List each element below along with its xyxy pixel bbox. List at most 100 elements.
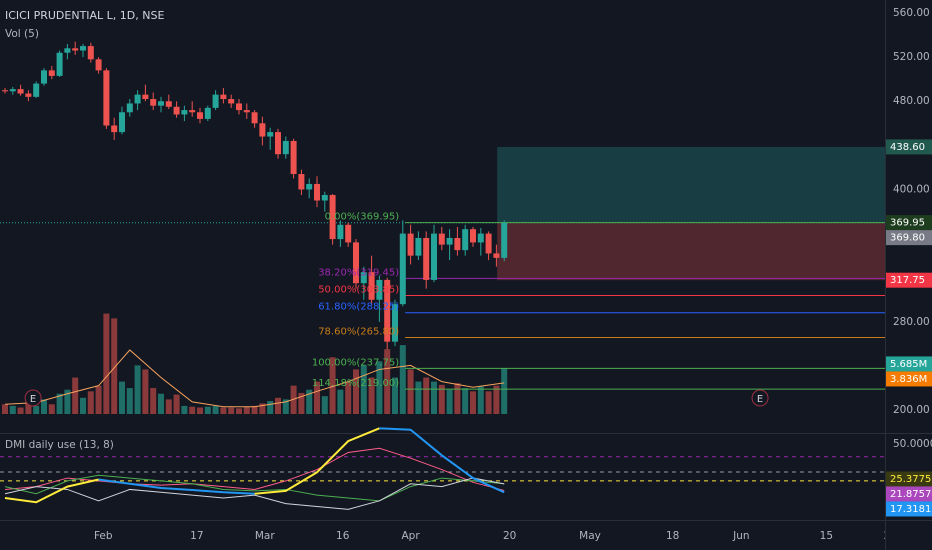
- candle-body: [134, 94, 141, 104]
- candle-body: [1, 90, 8, 92]
- volume-bar: [352, 369, 359, 414]
- candle-body: [235, 103, 242, 111]
- dmi-line: [4, 477, 505, 510]
- volume-bar: [56, 393, 63, 414]
- volume-bar: [290, 385, 297, 414]
- candle-body: [477, 233, 484, 243]
- volume-bar: [259, 403, 266, 414]
- volume-bar: [64, 389, 71, 414]
- volume-bar: [438, 384, 445, 414]
- indicator-title: DMI daily use (13, 8): [5, 439, 114, 451]
- candle-body: [438, 233, 445, 245]
- volume-bar: [150, 388, 157, 414]
- volume-bar: [391, 377, 398, 414]
- volume-bar: [274, 397, 281, 414]
- candle-body: [181, 110, 188, 115]
- volume-bar: [142, 369, 149, 414]
- volume-bar: [407, 369, 414, 414]
- candle-body: [243, 110, 250, 113]
- candle-body: [189, 110, 196, 113]
- axis-value-label: 17.3181: [890, 504, 931, 515]
- volume-bar: [220, 407, 227, 414]
- axis-value-label: 438.60: [890, 142, 925, 153]
- candle-body: [290, 140, 297, 175]
- candle-body: [446, 238, 453, 245]
- volume-bar: [196, 407, 203, 414]
- axis-value-label: 317.75: [890, 275, 925, 286]
- dmi-tick-label: 50.0000: [893, 438, 932, 450]
- candle-body: [306, 183, 313, 190]
- x-tick-label: Jun: [732, 530, 749, 542]
- axis-value-label: 3.836M: [890, 374, 927, 385]
- fib-label: 50.00%(303.85): [318, 285, 399, 296]
- volume-bar: [181, 405, 188, 414]
- x-tick-label: 20: [503, 530, 516, 542]
- axis-value-label: 369.80: [890, 233, 925, 244]
- volume-bar: [9, 405, 16, 414]
- x-tick-label: 16: [336, 530, 350, 542]
- volume-bar: [111, 318, 118, 414]
- earnings-label: E: [30, 394, 36, 405]
- volume-bar: [212, 405, 219, 414]
- earnings-marker: [24, 389, 42, 407]
- axes: Feb 17 Mar 16 Apr 20 May 18 Jun 15 22 560.00 520.00 4…: [94, 7, 932, 542]
- volume-bar: [251, 405, 258, 414]
- volume-bar: [399, 345, 406, 414]
- candle-body: [337, 224, 344, 240]
- volume-bar: [173, 394, 180, 414]
- x-tick-label: 15: [820, 530, 833, 542]
- candle-body: [259, 123, 266, 137]
- volume-bar: [454, 383, 461, 414]
- y-tick-label: 520.00: [893, 51, 930, 63]
- volume-bar: [282, 399, 289, 414]
- candle-body: [165, 101, 172, 107]
- volume-bar: [376, 361, 383, 414]
- axis-value-box: [886, 371, 932, 387]
- volume-bar: [118, 381, 125, 414]
- volume-bar: [345, 381, 352, 414]
- volume-bar: [423, 377, 430, 414]
- volume-bar: [337, 389, 344, 414]
- candle-body: [95, 59, 102, 71]
- candle-body: [368, 272, 375, 300]
- volume-bar: [165, 399, 172, 414]
- x-tick-label: May: [579, 530, 601, 542]
- stop-zone: [497, 222, 885, 281]
- candle-body: [485, 233, 492, 254]
- volume-bar: [126, 388, 133, 414]
- candle-body: [391, 304, 398, 342]
- volume-bar: [321, 396, 328, 414]
- volume-bar: [469, 391, 476, 414]
- volume-bar: [235, 408, 242, 414]
- volume-bar: [477, 386, 484, 414]
- axis-value-box: [886, 486, 932, 502]
- candle-body: [274, 132, 281, 155]
- y-tick-label: 200.00: [893, 404, 930, 416]
- candle-body: [313, 183, 320, 201]
- candle-body: [430, 233, 437, 280]
- axis-value-box: [886, 272, 932, 288]
- axis-value-label: 5.685M: [890, 359, 927, 370]
- axis-value-label: 21.8757: [890, 489, 931, 500]
- volume-bar: [360, 365, 367, 414]
- volume-bar: [157, 393, 164, 414]
- candle-body: [204, 107, 211, 119]
- candle-body: [79, 46, 86, 51]
- axis-value-box: [886, 501, 932, 517]
- candle-body: [407, 233, 414, 256]
- x-tick-label: 22: [884, 530, 897, 542]
- axis-value-box: [886, 139, 932, 155]
- volume-bar: [134, 365, 141, 414]
- volume-bar: [485, 391, 492, 414]
- candle-body: [267, 132, 274, 137]
- candle-body: [212, 94, 219, 108]
- candle-body: [9, 89, 16, 92]
- dmi-line: [98, 478, 255, 495]
- volume-bar: [48, 404, 55, 414]
- candle-body: [64, 48, 71, 53]
- x-tick-label: Feb: [94, 530, 113, 542]
- volume-bar: [189, 406, 196, 414]
- volume-bar: [415, 381, 422, 414]
